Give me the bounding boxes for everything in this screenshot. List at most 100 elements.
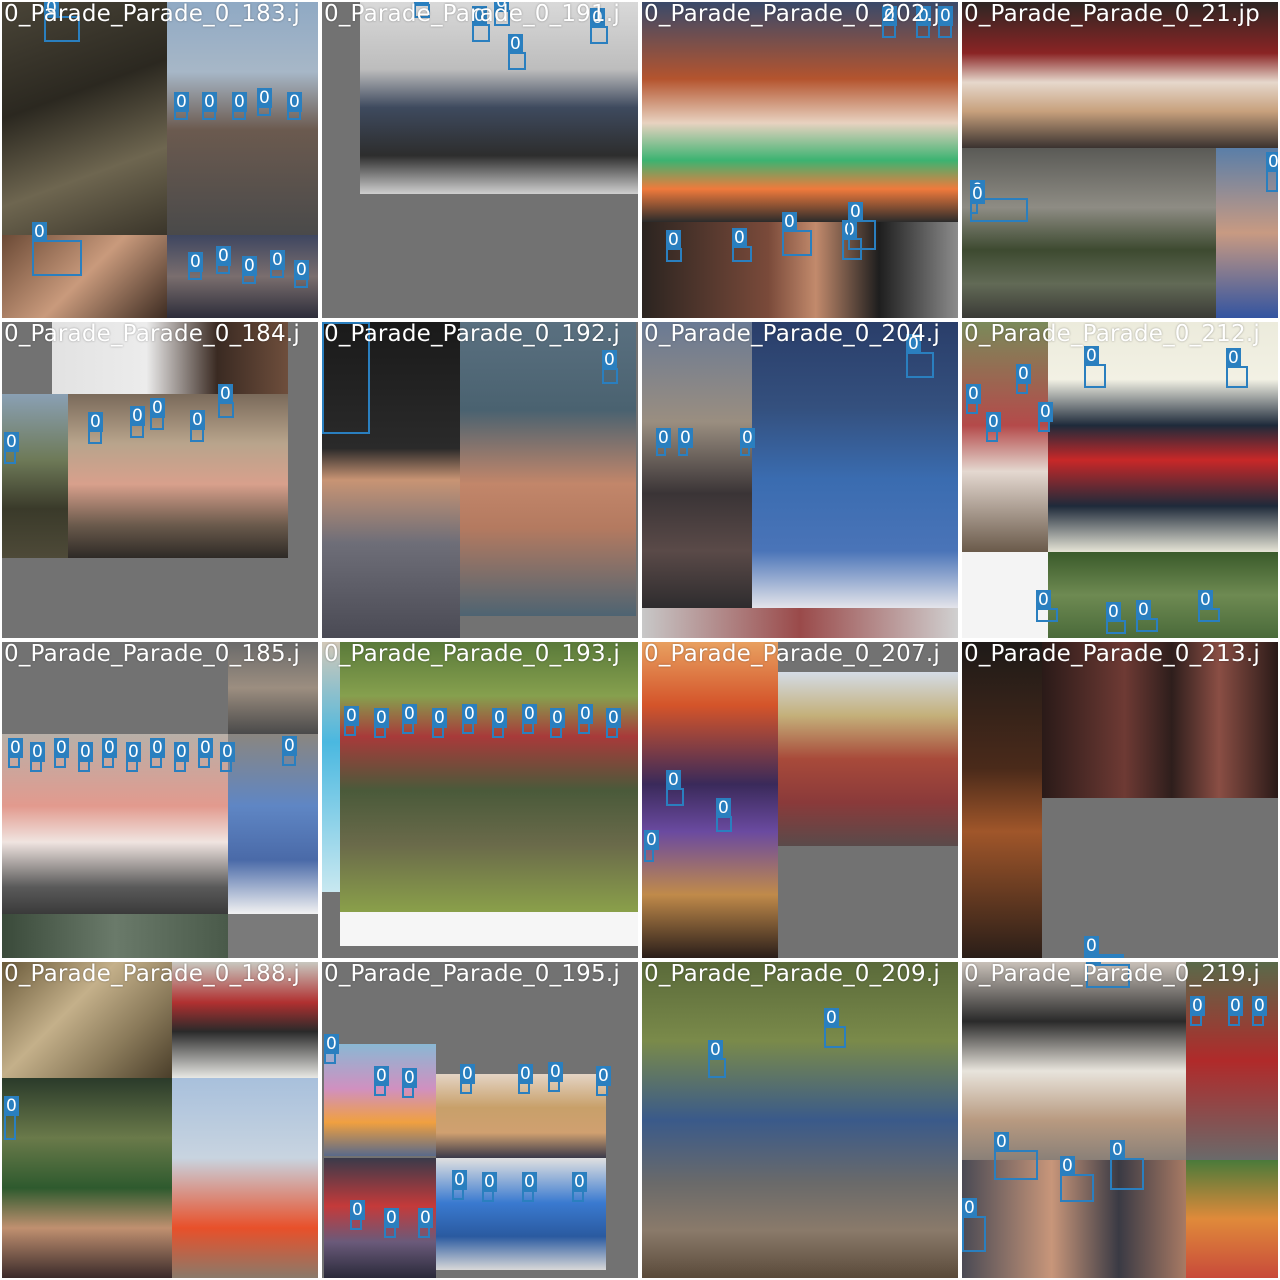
bbox-label: 0 (418, 1208, 433, 1228)
face-bbox: 0 (462, 704, 477, 734)
face-bbox: 0 (666, 230, 682, 262)
face-bbox: 0 (78, 742, 93, 772)
photo-panel (2, 235, 167, 318)
bbox-label: 0 (190, 410, 205, 430)
bbox-label: 0 (220, 742, 235, 762)
bbox-label: 0 (432, 708, 447, 728)
bbox-label: 0 (126, 742, 141, 762)
face-bbox: 0 (1228, 996, 1243, 1026)
face-bbox: 0 (1060, 1156, 1094, 1202)
mosaic-tile: 0 0 0 0_Parade_Parade_0_207.j (642, 642, 958, 958)
face-bbox: 0 (126, 742, 141, 772)
face-bbox: 0 (602, 350, 618, 384)
bbox-label: 0 (994, 1132, 1009, 1152)
photo-panel (1048, 552, 1278, 638)
photo-panel (1186, 1160, 1278, 1278)
bbox-label: 0 (344, 706, 359, 726)
face-bbox: 0 (708, 1040, 726, 1078)
face-bbox: 0 (1136, 600, 1158, 632)
bbox-label: 0 (578, 704, 593, 724)
face-bbox: 0 (848, 202, 876, 250)
face-bbox: 0 (522, 1172, 537, 1202)
photo-panel (642, 222, 958, 318)
photo-panel (962, 962, 1186, 1160)
bbox-label: 0 (602, 350, 617, 370)
bbox-label: 0 (460, 1064, 475, 1084)
bbox-label: 0 (414, 2, 429, 6)
face-bbox: 0 (518, 1064, 533, 1094)
bbox-label: 0 (606, 708, 621, 728)
bbox-label: 0 (218, 384, 233, 404)
bbox-label: 0 (44, 2, 59, 18)
bbox-label: 0 (590, 8, 605, 28)
mosaic-tile: 0 0 0 0 0 0 0 0 0 0 0_Parade_Parade_0_19… (322, 642, 638, 958)
bbox-label: 0 (916, 6, 931, 26)
bbox-label: 0 (1036, 590, 1051, 610)
face-bbox: 0 (1106, 602, 1126, 634)
photo-panel (436, 1074, 606, 1158)
face-bbox: 0 (350, 1200, 365, 1230)
face-bbox: 0 (188, 252, 203, 280)
face-bbox: 0 (482, 1172, 497, 1202)
tile-title: 0_Parade_Parade_0_195.j (324, 962, 620, 987)
face-bbox: 0 (257, 88, 272, 116)
photo-panel (962, 322, 1048, 552)
bbox-label: 0 (32, 222, 47, 242)
bbox-label: 0 (782, 212, 797, 232)
bbox-label: 0 (1266, 152, 1278, 172)
bbox-label: 0 (550, 708, 565, 728)
face-bbox: 0 (374, 708, 389, 738)
photo-panel (324, 1158, 436, 1278)
face-bbox: 0 (8, 738, 23, 768)
bbox-label: 0 (130, 406, 145, 426)
mosaic-tile: 0 0 0 0 0 0_Parade_Parade_0_191.j (322, 2, 638, 318)
bbox-label: 0 (452, 1170, 467, 1190)
face-bbox: 0 (30, 742, 45, 772)
face-bbox: 0 (270, 250, 285, 278)
photo-panel (68, 394, 288, 558)
bbox-label: 0 (270, 250, 285, 270)
bbox-label: 0 (1084, 936, 1099, 956)
photo-panel (324, 1044, 436, 1156)
bbox-label: 0 (1228, 996, 1243, 1016)
face-bbox: 0 (190, 410, 205, 442)
photo-panel (962, 552, 1048, 638)
bbox-label: 0 (1106, 602, 1121, 622)
face-bbox: 0 (906, 334, 934, 378)
photo-panel (1048, 322, 1278, 552)
face-bbox: 0 (418, 1208, 433, 1238)
bbox-label: 0 (374, 1066, 389, 1086)
face-bbox: 0 (150, 398, 165, 430)
mosaic-tile: 0 0 0 0 0 0 0 0 0_Parade_Parade_0_202.j (642, 2, 958, 318)
bbox-label: 0 (522, 704, 537, 724)
bbox-label: 0 (350, 1200, 365, 1220)
photo-panel (340, 912, 638, 946)
bbox-label: 0 (644, 830, 659, 850)
mosaic-tile: 0 0 0 0 0 0 0 0 0 0 0_Parade_Parade_0_21… (962, 322, 1278, 638)
face-bbox: 0 (402, 1068, 417, 1098)
face-bbox: 0 (54, 738, 69, 768)
bbox-label: 0 (78, 742, 93, 762)
bbox-label: 0 (482, 1172, 497, 1192)
bbox-label: 0 (1016, 364, 1031, 384)
bbox-label: 0 (88, 412, 103, 432)
bbox-label: 0 (4, 432, 19, 452)
bbox-label: 0 (732, 228, 747, 248)
face-bbox: 0 (782, 212, 812, 256)
face-bbox: 0 (492, 708, 507, 738)
bbox-label: 0 (1226, 348, 1241, 368)
bbox-label: 0 (938, 6, 953, 26)
photo-panel (52, 322, 288, 394)
bbox-label: 0 (232, 92, 247, 112)
bbox-label: 0 (150, 398, 165, 418)
bbox-label: 0 (1086, 962, 1101, 966)
face-bbox: 0 (402, 704, 417, 734)
face-bbox: 0 (374, 1066, 389, 1096)
photo-panel (2, 914, 228, 958)
mosaic-tile: 0 0 0_Parade_Parade_0_192.j (322, 322, 638, 638)
face-bbox: 0 (578, 704, 593, 734)
mosaic-tile: 0 0 0 0 0 0 0_Parade_Parade_0_184.j (2, 322, 318, 638)
bbox-label: 0 (882, 6, 897, 26)
mosaic-tile: 0 0_Parade_Parade_0_188.j (2, 962, 318, 1278)
